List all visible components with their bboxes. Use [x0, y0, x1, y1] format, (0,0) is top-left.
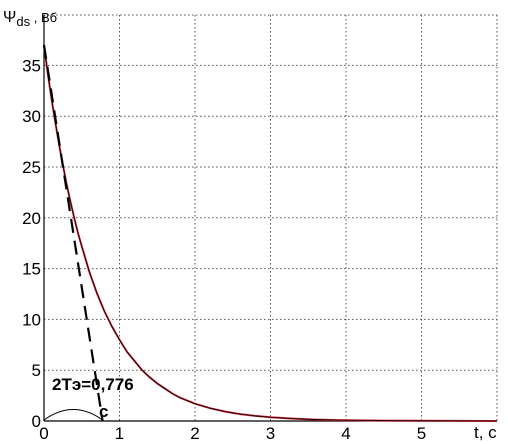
x-tick-label-3: 3 — [266, 424, 275, 443]
series-line-1 — [43, 44, 498, 422]
y-tick-label-10: 10 — [22, 310, 41, 329]
y-tick-label-0: 0 — [32, 412, 41, 431]
series — [43, 44, 498, 422]
y-tick-label-30: 30 — [22, 107, 41, 126]
x-tick-label-5: 5 — [417, 424, 426, 443]
x-tick-label-1: 1 — [115, 424, 124, 443]
y-axis-label-symbol: Ψ — [3, 9, 16, 26]
x-tick-label-2: 2 — [190, 424, 199, 443]
x-tick-label-0: 0 — [39, 424, 48, 443]
y-tick-label-35: 35 — [22, 56, 41, 75]
tick-labels: 0 5 10 15 20 25 30 35 0 1 2 3 4 5 — [22, 56, 426, 443]
series-line-2 — [43, 45, 498, 422]
y-tick-label-20: 20 — [22, 209, 41, 228]
grid — [44, 14, 498, 421]
y-axis-label-subscript: ds — [16, 14, 30, 29]
x-axis-label: t, с — [474, 423, 497, 442]
y-tick-label-25: 25 — [22, 158, 41, 177]
y-axis-label-unit: , Вб — [30, 10, 57, 25]
tangent-line — [42, 44, 104, 422]
annotation-unit: с — [99, 402, 108, 421]
annotations — [42, 44, 104, 422]
x-tick-label-4: 4 — [341, 424, 350, 443]
y-axis-label: Ψds , Вб — [3, 9, 57, 29]
annotation-label: 2Tэ=0,776 — [52, 375, 134, 394]
y-tick-label-15: 15 — [22, 260, 41, 279]
y-tick-label-5: 5 — [32, 361, 41, 380]
interval-brace — [43, 409, 103, 421]
